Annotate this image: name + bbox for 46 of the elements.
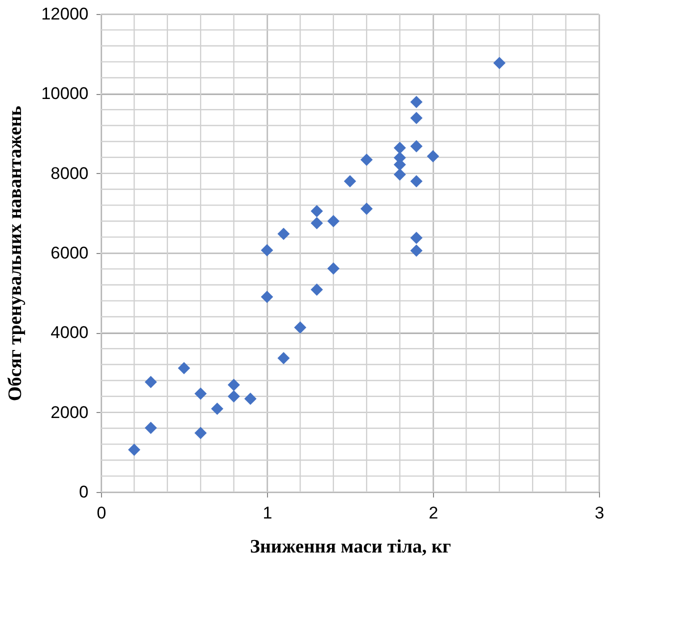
x-tick-label: 0 bbox=[96, 504, 106, 522]
point bbox=[410, 112, 423, 124]
point bbox=[327, 262, 340, 275]
point bbox=[344, 175, 356, 188]
point bbox=[194, 387, 207, 400]
point bbox=[194, 426, 207, 440]
point bbox=[310, 217, 323, 230]
y-tick-label: 0 bbox=[79, 482, 88, 502]
point bbox=[128, 444, 140, 456]
point bbox=[211, 402, 224, 415]
point bbox=[426, 150, 440, 162]
x-tick-label: 3 bbox=[594, 504, 604, 522]
y-tick-label: 12000 bbox=[41, 4, 88, 24]
point bbox=[410, 175, 423, 188]
point bbox=[260, 290, 274, 303]
point bbox=[144, 376, 157, 388]
point bbox=[260, 244, 274, 256]
point bbox=[244, 392, 257, 405]
point bbox=[360, 154, 373, 166]
point bbox=[228, 378, 240, 391]
point bbox=[410, 244, 423, 257]
point bbox=[327, 215, 340, 228]
point bbox=[310, 205, 323, 218]
x-tick-label: 2 bbox=[428, 504, 438, 522]
point bbox=[310, 284, 323, 296]
x-tick-label: 1 bbox=[262, 504, 272, 522]
point bbox=[178, 362, 190, 374]
y-tick-label: 4000 bbox=[50, 323, 88, 342]
point bbox=[228, 390, 240, 403]
point bbox=[410, 140, 423, 152]
point bbox=[394, 168, 406, 181]
y-tick-label: 6000 bbox=[50, 244, 88, 262]
point bbox=[144, 422, 157, 434]
point bbox=[277, 352, 290, 364]
point bbox=[277, 228, 290, 240]
y-tick-label: 10000 bbox=[41, 84, 88, 104]
x-axis-title: Зниження маси тіла, кг bbox=[250, 536, 452, 558]
point bbox=[294, 321, 306, 334]
point bbox=[410, 96, 423, 108]
y-axis-title: Обсяг тренувальних навантажень bbox=[5, 106, 26, 402]
point bbox=[493, 56, 506, 70]
point bbox=[410, 232, 423, 244]
y-tick-label: 8000 bbox=[50, 164, 88, 183]
point bbox=[360, 202, 373, 215]
y-tick-label: 2000 bbox=[50, 402, 88, 422]
point bbox=[394, 142, 406, 154]
